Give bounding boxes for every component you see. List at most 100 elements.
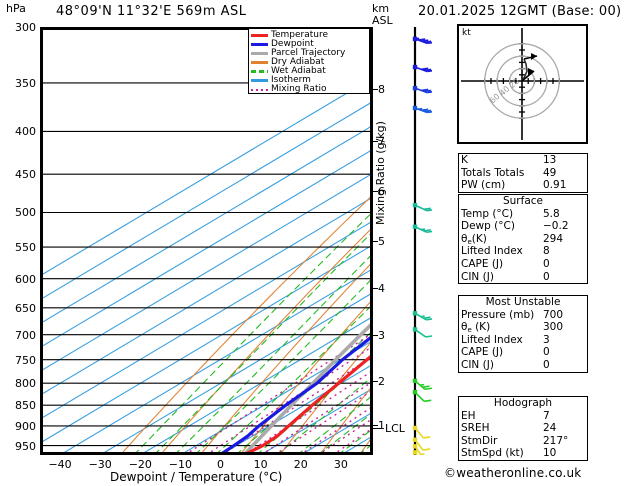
index-row: EH 7 [459,410,587,423]
index-value: 0.91 [543,179,567,192]
index-row: StmDir 217° [459,435,587,448]
index-label: Lifted Index [461,333,523,346]
index-label: SREH [461,422,490,435]
station-title: 48°09'N 11°32'E 569m ASL [56,4,247,19]
wind-barb [412,224,434,234]
legend-item-label: Isotherm [271,75,311,85]
height-tick-label: 4 [378,282,385,296]
legend-item-label: Dewpoint [271,39,314,49]
index-label: CAPE (J) [461,257,504,270]
index-value: 49 [543,166,557,179]
dry-adiabat-line [199,260,373,455]
index-row: CAPE (J) 0 [459,258,587,271]
height-tick-mark [373,89,378,91]
pressure-tick-label: 400 [15,125,36,139]
wind-barb [412,437,431,451]
index-row: Pressure (mb) 700 [459,309,587,322]
height-tick-label: 5 [378,234,385,248]
legend-item: Dewpoint [251,40,367,49]
index-row: Temp (°C) 5.8 [459,208,587,221]
height-unit-label: km [372,2,390,15]
temperature-curve [243,352,373,455]
dry-adiabat-line [279,338,373,455]
index-value: 0 [543,346,550,359]
index-label: Pressure (mb) [461,308,535,321]
height-tick-mark [373,191,378,193]
index-value: 217° [543,434,569,447]
index-value: 0 [543,257,550,270]
lcl-tick-mark [373,427,381,429]
legend-item: Temperature [251,31,367,40]
legend-item-label: Parcel Trajectory [271,48,346,58]
wet-adiabat-line [133,210,373,455]
wind-barb [412,311,434,321]
x-axis-title: Dewpoint / Temperature (°C) [110,470,283,484]
dry-adiabat-line [159,226,373,455]
isotherm-line [40,100,373,301]
index-row: CAPE (J) 0 [459,346,587,359]
isotherm-line [40,76,373,277]
index-value: 300 [543,321,564,334]
index-value: 8 [543,245,550,258]
index-label: θe (K) [461,321,491,335]
height-tick-label: 3 [378,329,385,343]
datetime-label: 20.01.2025 12GMT (Base: 00) [418,4,622,19]
index-value: 24 [543,422,557,435]
storm-motion-arrow [521,70,535,82]
height-tick-mark [373,380,378,382]
legend-color-swatch [251,52,268,55]
wind-barb-column [398,27,435,465]
temperature-tick-label: −30 [88,458,112,471]
pressure-tick-label: 350 [15,76,36,90]
index-label: EH [461,409,476,422]
pressure-unit-label: hPa [6,2,26,15]
skewt-canvas [40,27,373,455]
height-tick-label: 8 [378,83,385,97]
hodograph: 20 40 60 [457,24,588,144]
legend-item: Dry Adiabat [251,58,367,67]
index-row: StmSpd (kt) 10 [459,447,587,460]
dry-adiabat-line [120,193,373,455]
indices-panel-general: K 13 Totals Totals 49 PW (cm) 0.91 [458,153,588,193]
index-row: θe(K) 294 [459,233,587,246]
wind-barb [412,85,435,94]
index-label: StmDir [461,434,498,447]
height-tick-mark [373,425,378,427]
index-value: 7 [543,409,550,422]
index-label: CAPE (J) [461,346,504,359]
parcel-trajectory-curve [242,320,373,455]
index-row: Lifted Index 3 [459,334,587,347]
sounding-plot [40,27,373,455]
legend-item: Isotherm [251,76,367,85]
temperature-tick-label: 20 [293,458,308,471]
pressure-tick-label: 500 [15,206,36,220]
wind-barb [412,425,431,439]
wet-adiabat-line [255,353,373,455]
index-label: CIN (J) [461,270,494,283]
height-tick-mark [373,335,378,337]
panel-title: Hodograph [493,397,553,409]
index-value: 294 [543,232,564,245]
legend-item-label: Dry Adiabat [271,57,325,67]
height-tick-mark [373,140,378,142]
index-value: 0 [543,358,550,371]
isotherm-line [40,172,373,373]
storm-motion-arrowhead [528,68,534,75]
copyright-label: ©weatheronline.co.uk [444,466,582,480]
wind-barb [412,327,433,338]
wind-barb [412,378,433,391]
index-value: 5.8 [543,207,560,220]
pressure-tick-label: 750 [15,353,36,367]
legend-item-label: Mixing Ratio [271,84,327,94]
pressure-tick-label: 650 [15,301,36,315]
legend-item: Mixing Ratio [251,85,367,94]
indices-panel-surface: Surface Temp (°C) 5.8 Dewp (°C) −0.2 θe(K) 294… [458,194,588,285]
legend-color-swatch [251,70,268,73]
legend-color-swatch [251,43,268,46]
index-label: θe(K) [461,232,487,246]
index-row: Totals Totals 49 [459,167,587,180]
index-label: Totals Totals [461,166,525,179]
legend-item: Wet Adiabat [251,67,367,76]
wind-barb [412,389,432,403]
panel-title: Most Unstable [485,296,561,308]
